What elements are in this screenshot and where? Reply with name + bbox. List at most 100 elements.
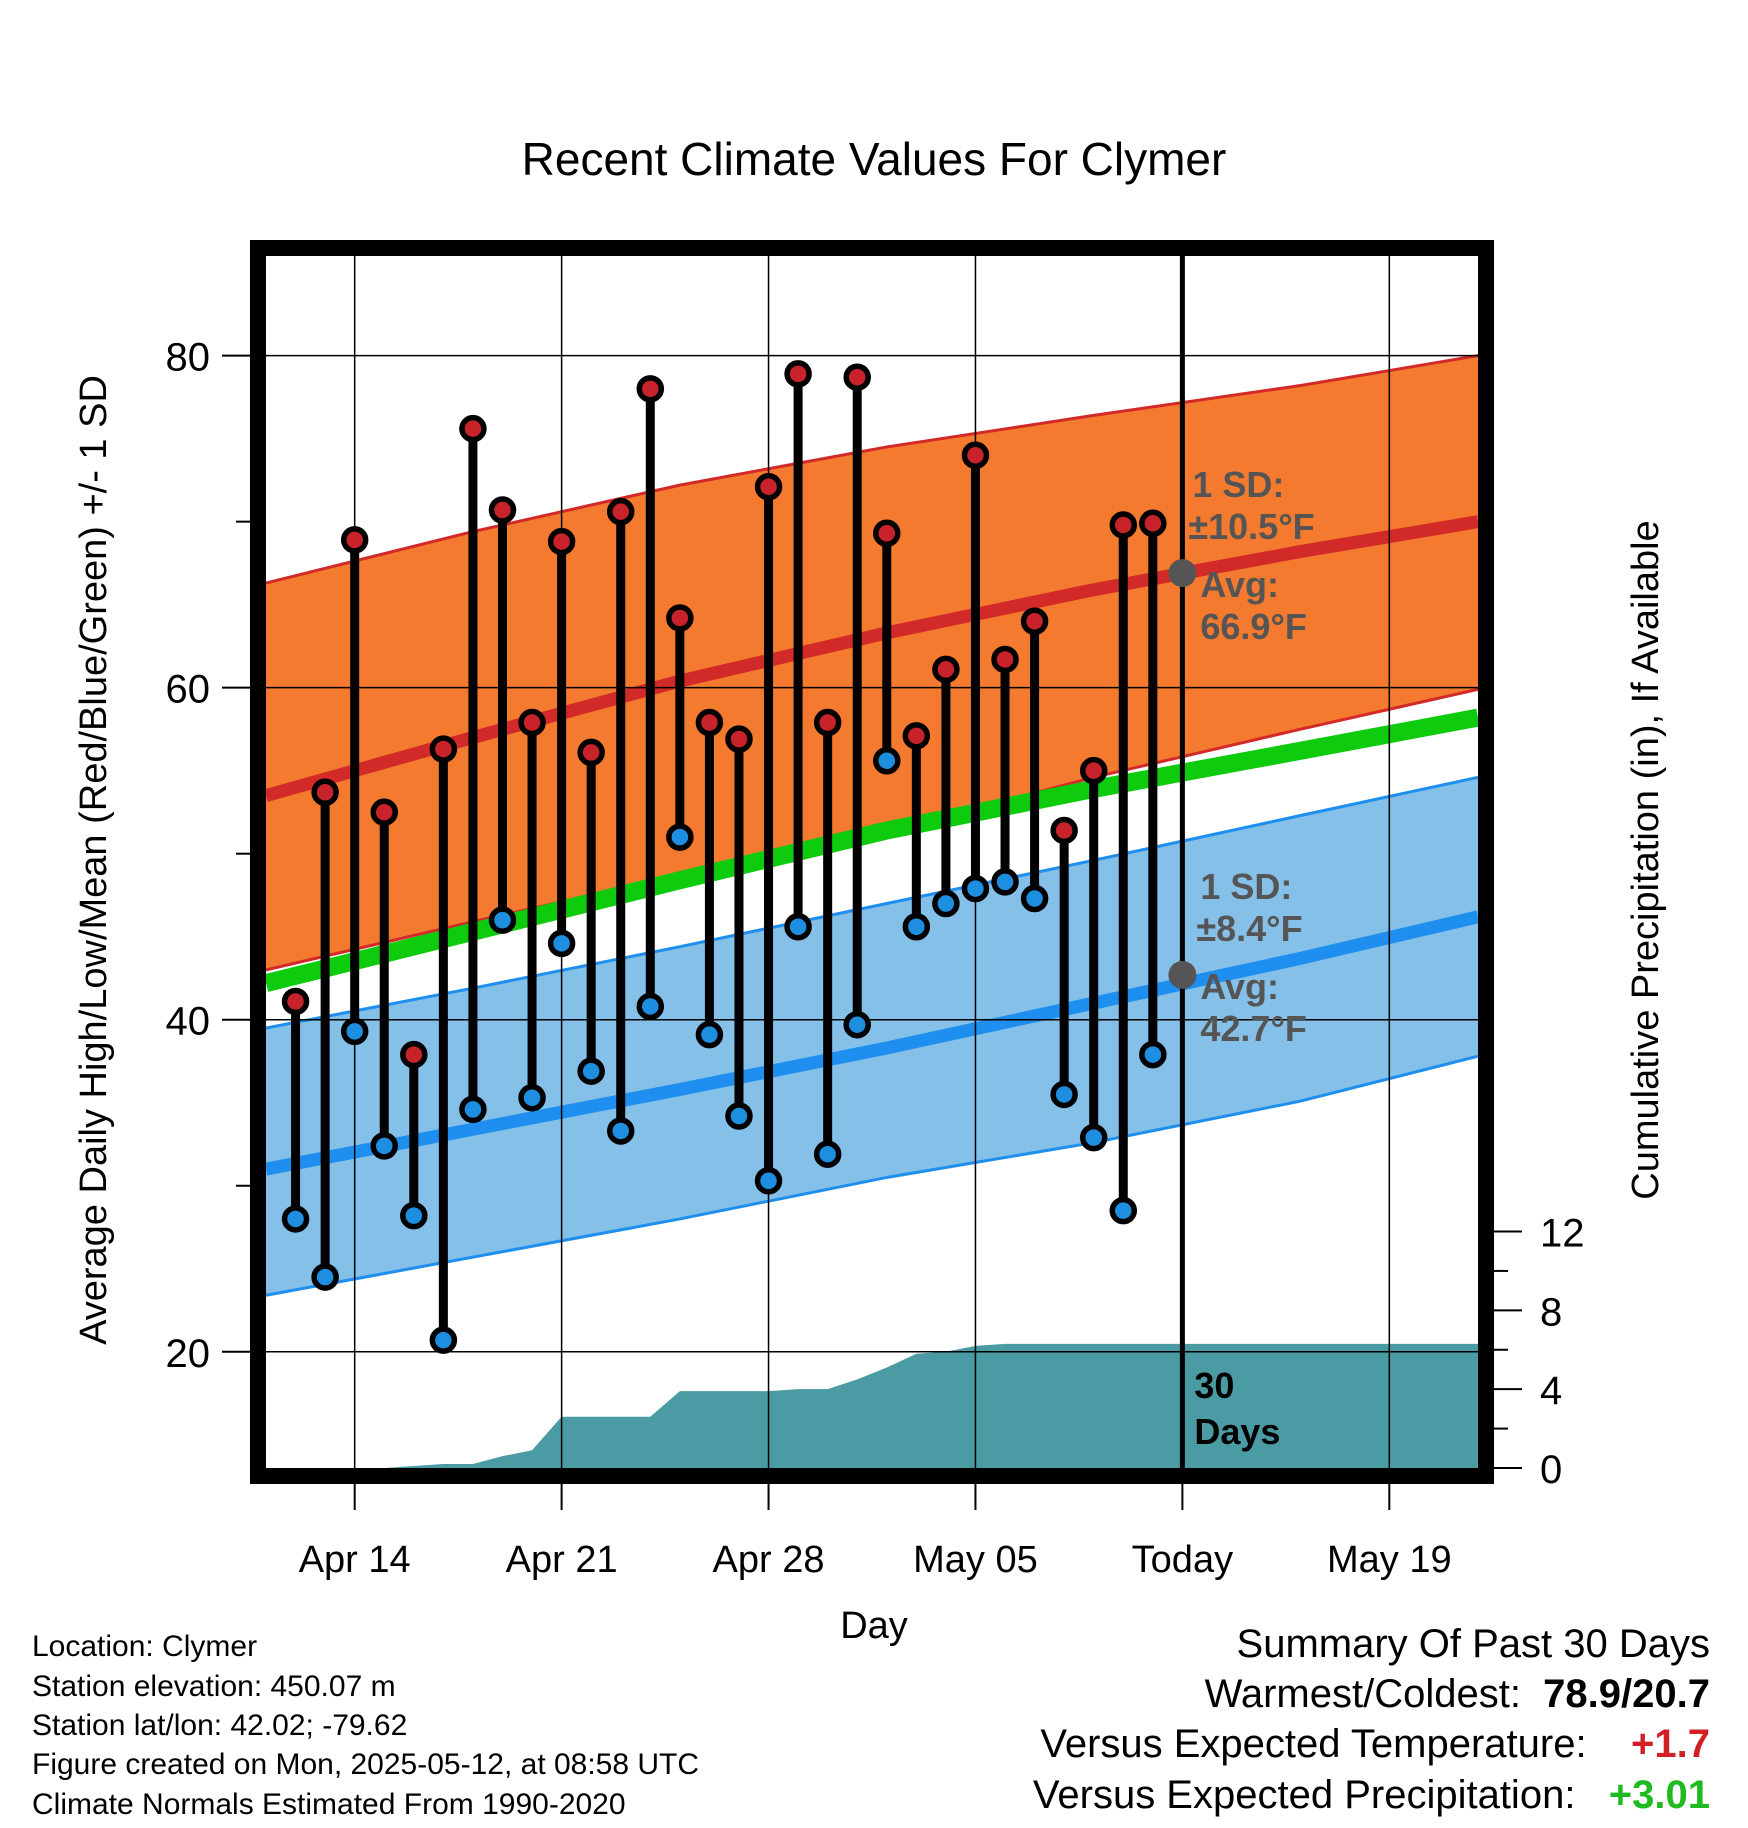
figure-created: Figure created on Mon, 2025-05-12, at 08… (32, 1748, 700, 1781)
low-point (340, 1017, 369, 1046)
low-point (606, 1117, 635, 1145)
low-point (666, 823, 694, 851)
low-point (636, 992, 665, 1021)
high-point (1050, 816, 1078, 845)
high-sd-label: 1 SD: (1192, 464, 1284, 505)
high-point (961, 441, 990, 469)
high-point (518, 708, 546, 737)
y2-tick-label: 8 (1540, 1290, 1562, 1334)
warm-cold-value: 78.9/20.7 (1543, 1672, 1710, 1716)
precip-label: Versus Expected Precipitation: (1032, 1773, 1576, 1817)
high-point (725, 725, 753, 753)
low-point (518, 1084, 546, 1112)
low-point (577, 1057, 605, 1085)
low-point (1050, 1080, 1078, 1109)
high-point (991, 645, 1019, 674)
y-tick-label: 40 (166, 1000, 211, 1044)
low-sd-label: 1 SD: (1200, 866, 1292, 907)
low-point (1109, 1196, 1138, 1225)
climate-normals-note: Climate Normals Estimated From 1990-2020 (32, 1788, 626, 1821)
high-point (577, 738, 605, 767)
chart-title: Recent Climate Values For Clymer (522, 133, 1227, 185)
low-point (547, 929, 576, 958)
high-sd-value: ±10.5°F (1188, 506, 1314, 547)
high-point (400, 1040, 428, 1069)
low-avg-marker (1168, 960, 1197, 989)
low-point (695, 1020, 724, 1049)
y-tick-label: 60 (166, 668, 211, 712)
x-tick-label: May 19 (1327, 1539, 1452, 1581)
y-tick-label: 20 (166, 1332, 211, 1376)
y2-tick-label: 0 (1540, 1448, 1562, 1492)
low-point (459, 1095, 487, 1124)
low-point (754, 1167, 783, 1195)
y-tick-label: 80 (166, 336, 211, 380)
high-point (1079, 756, 1108, 785)
high-point (784, 360, 812, 388)
low-avg-value: 42.7°F (1200, 1008, 1306, 1049)
high-point (932, 655, 960, 684)
high-point (754, 473, 783, 501)
station-elevation: Station elevation: 450.07 m (32, 1670, 396, 1703)
plot-inner (266, 256, 1478, 1468)
high-point (666, 604, 694, 632)
x-tick-label: Today (1132, 1539, 1233, 1581)
low-point (1020, 884, 1049, 913)
high-sd-band (266, 355, 1478, 970)
high-point (1139, 509, 1167, 538)
x-tick-label: May 05 (913, 1539, 1038, 1581)
low-point (873, 746, 901, 775)
low-point (1139, 1040, 1167, 1069)
window-label-line1: 30 (1194, 1365, 1234, 1406)
temp-label: Versus Expected Temperature: (1040, 1722, 1587, 1766)
window-label-line2: Days (1194, 1411, 1280, 1452)
low-point (902, 913, 931, 941)
high-point (606, 497, 635, 526)
low-point (281, 1205, 310, 1233)
plot-frame (250, 240, 1494, 1484)
high-point (311, 778, 339, 807)
low-sd-lower-edge (266, 1054, 1478, 1297)
high-avg-value: 66.9°F (1200, 606, 1306, 647)
low-point (961, 874, 990, 903)
high-point (370, 798, 398, 826)
y2-axis-label: Cumulative Precipitation (in), If Availa… (1625, 520, 1667, 1199)
x-tick-label: Apr 14 (299, 1539, 411, 1581)
high-point (340, 526, 369, 554)
station-latlon: Station lat/lon: 42.02; -79.62 (32, 1709, 408, 1742)
temp-value: +1.7 (1631, 1722, 1710, 1766)
low-point (1079, 1123, 1108, 1152)
x-tick-label: Apr 28 (713, 1539, 825, 1581)
high-point (281, 987, 310, 1016)
warm-cold-label: Warmest/Coldest: (1204, 1672, 1521, 1716)
high-point (1020, 607, 1049, 636)
high-point (843, 363, 871, 391)
y2-tick-label: 4 (1540, 1369, 1562, 1413)
high-point (873, 519, 901, 548)
low-normal-line (266, 910, 1478, 1176)
high-point (636, 375, 665, 403)
high-point (902, 722, 931, 750)
summary-warm-cold: Warmest/Coldest: 78.9/20.7 (1205, 1674, 1710, 1714)
low-point (932, 889, 960, 918)
low-point (311, 1263, 339, 1291)
y-axis-label: Average Daily High/Low/Mean (Red/Blue/Gr… (73, 375, 115, 1345)
high-point (695, 708, 724, 737)
y2-tick-label: 12 (1540, 1212, 1585, 1256)
high-point (547, 527, 576, 556)
low-sd-value: ±8.4°F (1196, 908, 1302, 949)
high-point (429, 735, 458, 763)
station-location: Location: Clymer (32, 1630, 258, 1663)
low-point (429, 1326, 458, 1354)
summary-precip: Versus Expected Precipitation: +3.01 (1033, 1775, 1710, 1815)
precip-area (266, 1343, 1478, 1468)
low-point (400, 1201, 428, 1230)
high-point (459, 414, 487, 443)
high-point (488, 496, 517, 524)
low-sd-band (266, 777, 1478, 1296)
x-axis-label: Day (840, 1605, 908, 1647)
low-point (784, 913, 812, 941)
low-point (370, 1132, 398, 1160)
x-tick-label: Apr 21 (506, 1539, 618, 1581)
